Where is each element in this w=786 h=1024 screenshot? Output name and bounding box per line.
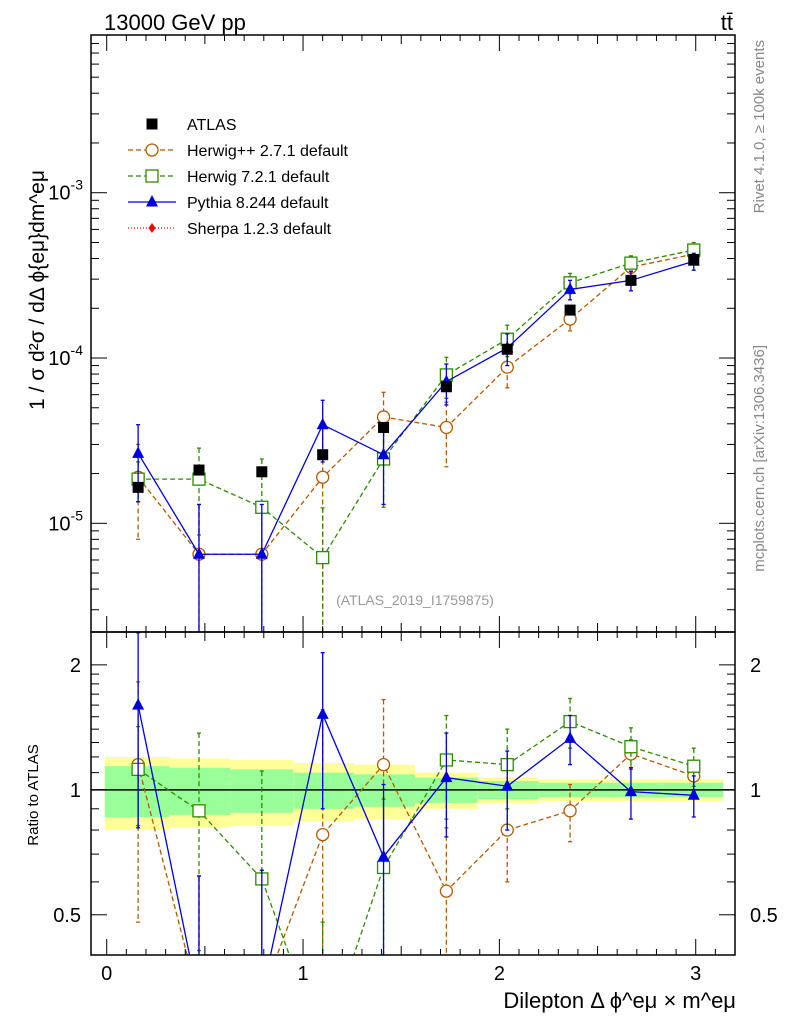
x-tick-label: 3 <box>690 963 701 985</box>
legend-item-atlas: ATLAS <box>146 117 237 134</box>
legend-item-herwigpp: Herwig++ 2.7.1 default <box>128 143 349 160</box>
data-point-herwigpp <box>563 804 577 818</box>
series-herwig7 <box>131 241 701 632</box>
rivet-version-label: Rivet 4.1.0, ≥ 100k events <box>751 40 768 213</box>
series-pythia <box>132 252 700 632</box>
ratio-plot-series <box>131 632 701 955</box>
ratio-y-tick-label-right: 1 <box>750 780 761 802</box>
legend-label-sherpa: Sherpa 1.2.3 default <box>187 221 332 238</box>
legend: ATLAS Herwig++ 2.7.1 default Herwig 7.2.1 … <box>128 117 349 238</box>
main-plot-series <box>131 241 701 632</box>
tick-base: 10 <box>48 348 70 370</box>
data-point-pythia <box>255 547 268 559</box>
data-point-atlas <box>501 343 513 355</box>
series-atlas <box>132 253 700 493</box>
data-point-atlas <box>564 304 576 316</box>
data-point-herwig7 <box>192 804 206 818</box>
x-axis-label: Dilepton Δ ϕ^eμ × m^eμ <box>503 988 736 1013</box>
data-point-pythia <box>377 447 390 460</box>
x-tick-label: 1 <box>297 963 308 985</box>
data-point-atlas <box>193 464 205 476</box>
data-point-pythia <box>564 731 577 743</box>
main-y-tick-label: 10-5 <box>48 507 83 535</box>
series-line-pythia <box>137 260 694 555</box>
ratio-y-tick-label: 2 <box>70 655 81 677</box>
main-y-tick-label: 10-4 <box>48 342 83 370</box>
data-point-herwigpp <box>376 410 391 424</box>
x-tick-label: 2 <box>494 963 505 985</box>
series-herwig7 <box>131 697 701 955</box>
tick-exponent: -5 <box>71 507 84 523</box>
ratio-frame <box>90 631 736 956</box>
data-point-herwig7 <box>687 759 701 773</box>
data-point-pythia <box>564 282 577 294</box>
series-line-pythia <box>137 704 694 955</box>
data-point-pythia <box>624 784 637 797</box>
analysis-watermark: (ATLAS_2019_I1759875) <box>336 592 494 608</box>
data-point-pythia <box>377 849 390 862</box>
ratio-y-tick-label-right: 2 <box>750 655 761 677</box>
legend-marker-herwig7 <box>145 169 159 183</box>
ratio-y-axis-label: Ratio to ATLAS <box>25 744 42 845</box>
legend-marker-atlas <box>146 118 158 130</box>
legend-item-pythia: Pythia 8.244 default <box>128 195 329 212</box>
series-line-herwig7 <box>138 249 694 559</box>
data-point-pythia <box>316 417 329 430</box>
ratio-y-tick-label-right: 0.5 <box>750 905 778 927</box>
data-point-herwig7 <box>624 740 638 754</box>
series-line-herwigpp <box>137 753 694 955</box>
legend-label-herwigpp: Herwig++ 2.7.1 default <box>187 143 349 160</box>
process-label: tt̄ <box>721 10 733 35</box>
legend-marker-sherpa <box>148 223 156 233</box>
data-point-atlas <box>378 421 390 433</box>
data-point-herwigpp <box>316 827 330 842</box>
tick-exponent: -4 <box>71 342 84 358</box>
energy-label: 13000 GeV pp <box>104 10 246 35</box>
data-point-herwigpp <box>439 884 454 898</box>
ratio-y-tick-label: 0.5 <box>53 905 81 927</box>
main-y-axis-label: 1 / σ d²σ / dΔ ϕ{eμ}dm^eμ <box>26 170 49 410</box>
data-point-pythia <box>132 446 145 458</box>
legend-item-herwig7: Herwig 7.2.1 default <box>128 169 330 186</box>
data-point-herwigpp <box>439 420 454 435</box>
legend-label-pythia: Pythia 8.244 default <box>187 195 329 212</box>
data-point-pythia <box>440 770 453 783</box>
data-point-herwigpp <box>316 470 330 484</box>
data-point-pythia <box>501 779 514 791</box>
mcplots-label: mcplots.cern.ch [arXiv:1306.3436] <box>751 345 768 572</box>
series-line-herwigpp <box>137 253 694 555</box>
series-herwigpp <box>131 681 701 955</box>
data-point-herwig7 <box>316 550 330 565</box>
series-herwigpp <box>131 247 701 632</box>
data-point-atlas <box>625 274 637 286</box>
legend-marker-pythia <box>146 195 158 207</box>
data-point-pythia <box>192 547 205 559</box>
x-tick-label: 0 <box>101 963 112 985</box>
main-y-tick-label: 10-3 <box>48 177 83 205</box>
tick-exponent: -3 <box>71 177 84 193</box>
data-point-herwigpp <box>376 757 391 772</box>
legend-item-sherpa: Sherpa 1.2.3 default <box>128 221 332 238</box>
data-point-atlas <box>440 381 452 393</box>
band-inner-segment <box>293 772 355 809</box>
ratio-y-tick-label: 1 <box>70 780 81 802</box>
data-point-herwig7 <box>624 256 638 270</box>
data-point-pythia <box>316 707 329 719</box>
data-point-atlas <box>317 449 329 461</box>
data-point-atlas <box>688 253 700 265</box>
data-point-pythia <box>687 788 700 800</box>
legend-marker-herwigpp <box>145 143 159 157</box>
legend-label-atlas: ATLAS <box>187 117 237 134</box>
data-point-atlas <box>132 481 144 493</box>
legend-label-herwig7: Herwig 7.2.1 default <box>187 169 330 186</box>
series-pythia <box>132 632 700 955</box>
data-point-pythia <box>132 698 145 710</box>
data-point-atlas <box>256 466 268 478</box>
axes-layer: 0 1 2 310-510-410-30.5 0.51 12 2 <box>48 34 778 985</box>
tick-base: 10 <box>48 183 70 205</box>
tick-base: 10 <box>48 513 70 535</box>
